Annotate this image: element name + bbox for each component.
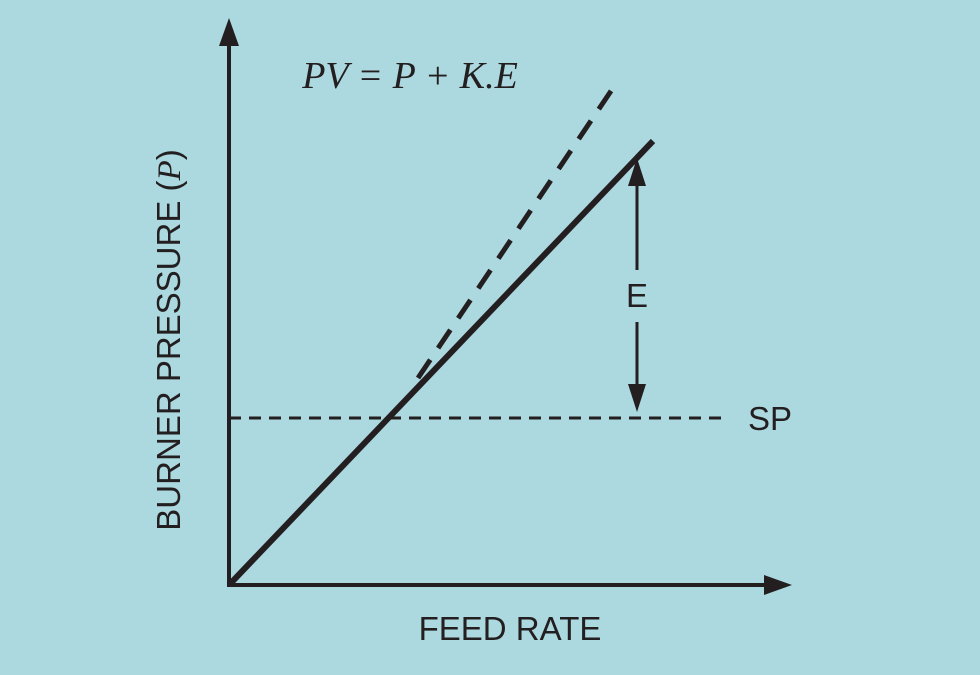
corrected-line [415, 86, 616, 380]
y-axis-label: BURNER PRESSURE (P) [150, 149, 188, 530]
x-axis-label: FEED RATE [419, 610, 602, 647]
error-arrowhead-top [628, 158, 646, 186]
y-axis-label-text: BURNER PRESSURE ( [150, 180, 187, 530]
y-axis-label-variable: P [152, 160, 188, 181]
error-arrowhead-bottom [628, 384, 646, 412]
pressure-line [226, 138, 656, 588]
error-label: E [626, 277, 648, 314]
setpoint-label: SP [748, 400, 792, 437]
y-axis-label-close: ) [150, 149, 187, 160]
x-axis-arrow [764, 575, 792, 595]
y-axis-arrow [219, 18, 239, 46]
equation: PV = P + K.E [301, 55, 518, 97]
